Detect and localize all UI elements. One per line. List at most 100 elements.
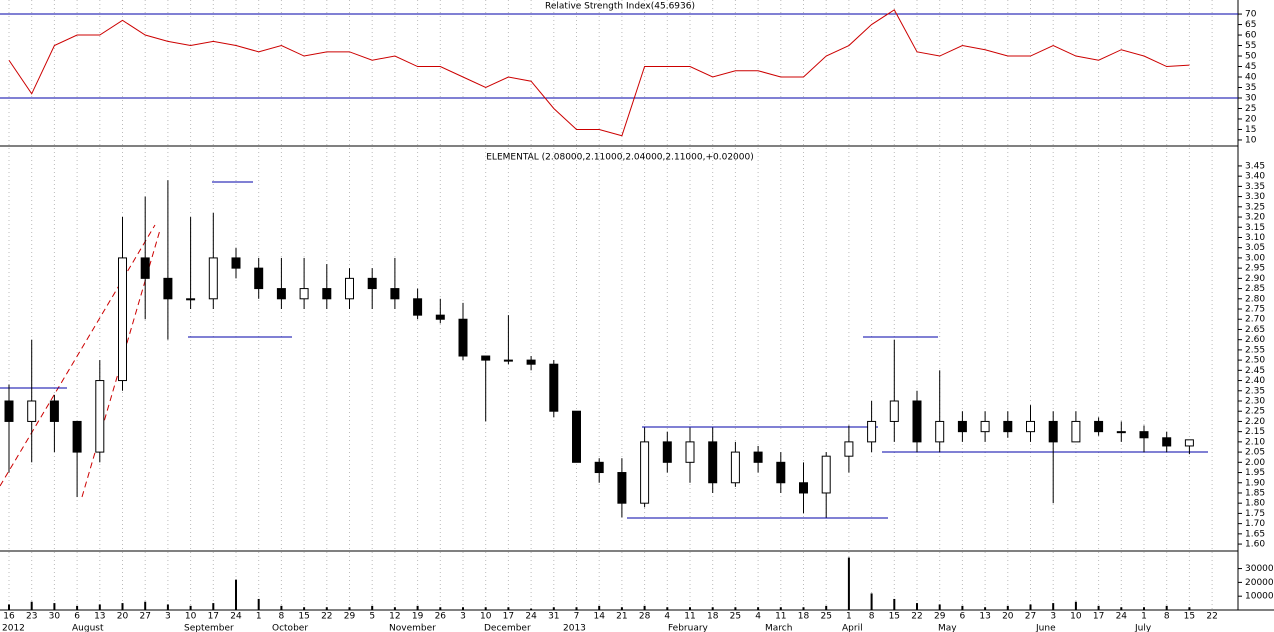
volume-bar: [507, 607, 510, 610]
x-tick-label: 17: [208, 612, 219, 622]
candle-body: [163, 277, 173, 300]
volume-bar: [802, 607, 805, 610]
candle-body: [118, 257, 127, 382]
x-tick-label: 1: [846, 612, 852, 622]
volume-bar: [1188, 607, 1191, 610]
x-tick-label: 22: [911, 612, 922, 622]
y-tick-label: 1.80: [1245, 499, 1265, 509]
x-tick-label: 8: [869, 612, 875, 622]
y-tick-label: 3.45: [1245, 161, 1265, 171]
y-tick-label: 1.85: [1245, 488, 1265, 498]
y-tick-label: 2.30: [1245, 396, 1265, 406]
x-tick-label: 15: [1184, 612, 1195, 622]
y-tick-label: 40: [1245, 73, 1257, 83]
volume-bar: [303, 607, 306, 610]
candle-body: [867, 420, 877, 443]
volume-bar: [280, 605, 283, 610]
x-tick-label: 20: [117, 612, 129, 622]
volume-bar: [325, 607, 328, 610]
volume-bar: [916, 603, 918, 610]
x-tick-label: 20: [1002, 612, 1014, 622]
rsi-title: Relative Strength Index(45.6936): [545, 2, 695, 12]
candle-body: [685, 441, 695, 463]
x-tick-label: 30: [49, 612, 61, 622]
volume-bar: [620, 607, 623, 610]
x-tick-label: 17: [1093, 612, 1104, 622]
candle-body: [322, 288, 332, 300]
volume-bar: [757, 607, 760, 610]
volume-bar: [76, 605, 79, 610]
volume-bar: [212, 603, 215, 610]
x-tick-label: 4: [664, 612, 670, 622]
volume-bar: [779, 607, 782, 610]
y-tick-label: 20: [1245, 114, 1257, 124]
volume-bar: [98, 604, 101, 610]
candle-body: [481, 355, 491, 361]
y-tick-label: 3.00: [1245, 253, 1265, 263]
candle-body: [821, 455, 831, 494]
candle-body: [367, 277, 377, 290]
candle-body: [458, 318, 468, 357]
x-tick-label: 1: [256, 612, 262, 622]
volume-bar: [121, 603, 124, 610]
volume-bar: [257, 598, 260, 610]
candle-body: [640, 441, 650, 504]
volume-bar: [348, 607, 351, 610]
month-label: November: [389, 624, 436, 632]
candle-body: [49, 400, 59, 422]
candle-body: [1048, 420, 1058, 443]
x-tick-label: 15: [298, 612, 309, 622]
x-tick-label: 18: [798, 612, 810, 622]
volume-bar: [1120, 607, 1123, 610]
x-tick-label: 24: [525, 612, 537, 622]
volume-bar: [30, 601, 33, 610]
volume-bar: [711, 607, 714, 610]
x-tick-label: 24: [1116, 612, 1128, 622]
y-tick-label: 30: [1245, 93, 1257, 103]
volume-bar: [8, 604, 10, 610]
volume-bar: [484, 607, 487, 610]
candle-body: [1139, 431, 1149, 439]
candle-body: [345, 277, 354, 300]
volume-bar: [1029, 604, 1032, 610]
x-tick-label: 6: [74, 612, 80, 622]
month-label: October: [272, 624, 308, 632]
x-tick-label: 13: [94, 612, 105, 622]
x-tick-label: 27: [139, 612, 150, 622]
x-tick-label: 26: [435, 612, 447, 622]
volume-bar: [53, 603, 56, 610]
y-tick-label: 3.10: [1245, 233, 1265, 243]
candle-body: [1116, 431, 1126, 434]
candle-body: [526, 359, 536, 365]
x-tick-label: 29: [934, 612, 946, 622]
volume-bar: [666, 607, 669, 610]
trend-line: [0, 224, 156, 487]
y-tick-label: 60: [1245, 31, 1257, 41]
month-label: September: [184, 624, 234, 632]
y-tick-label: 2.40: [1245, 376, 1265, 386]
volume-bar: [166, 604, 169, 610]
volume-bar: [1052, 603, 1055, 610]
volume-bar: [825, 605, 828, 610]
x-tick-label: 10: [185, 612, 197, 622]
y-tick-label: 65: [1245, 20, 1256, 30]
candle-body: [4, 400, 14, 422]
y-tick-label: 2.65: [1245, 325, 1265, 335]
candle-body: [1071, 420, 1081, 443]
candle-body: [27, 400, 37, 422]
month-labels: 2012 August September October November D…: [2, 624, 1152, 632]
candle-body: [730, 451, 740, 484]
x-tick-label: 29: [344, 612, 356, 622]
candle-body: [1184, 439, 1194, 447]
x-tick-label: 21: [616, 612, 627, 622]
y-tick-label: 2.55: [1245, 345, 1265, 355]
candle-body: [1026, 420, 1035, 433]
y-tick-label: 2.20: [1245, 417, 1265, 427]
x-tick-label: 10: [1070, 612, 1082, 622]
y-tick-label: 3.05: [1245, 243, 1265, 253]
month-label: December: [484, 624, 531, 632]
y-tick-label: 2.35: [1245, 386, 1265, 396]
x-tick-label: 11: [775, 612, 786, 622]
candle-body: [889, 400, 899, 422]
y-tick-label: 2.45: [1245, 366, 1265, 376]
